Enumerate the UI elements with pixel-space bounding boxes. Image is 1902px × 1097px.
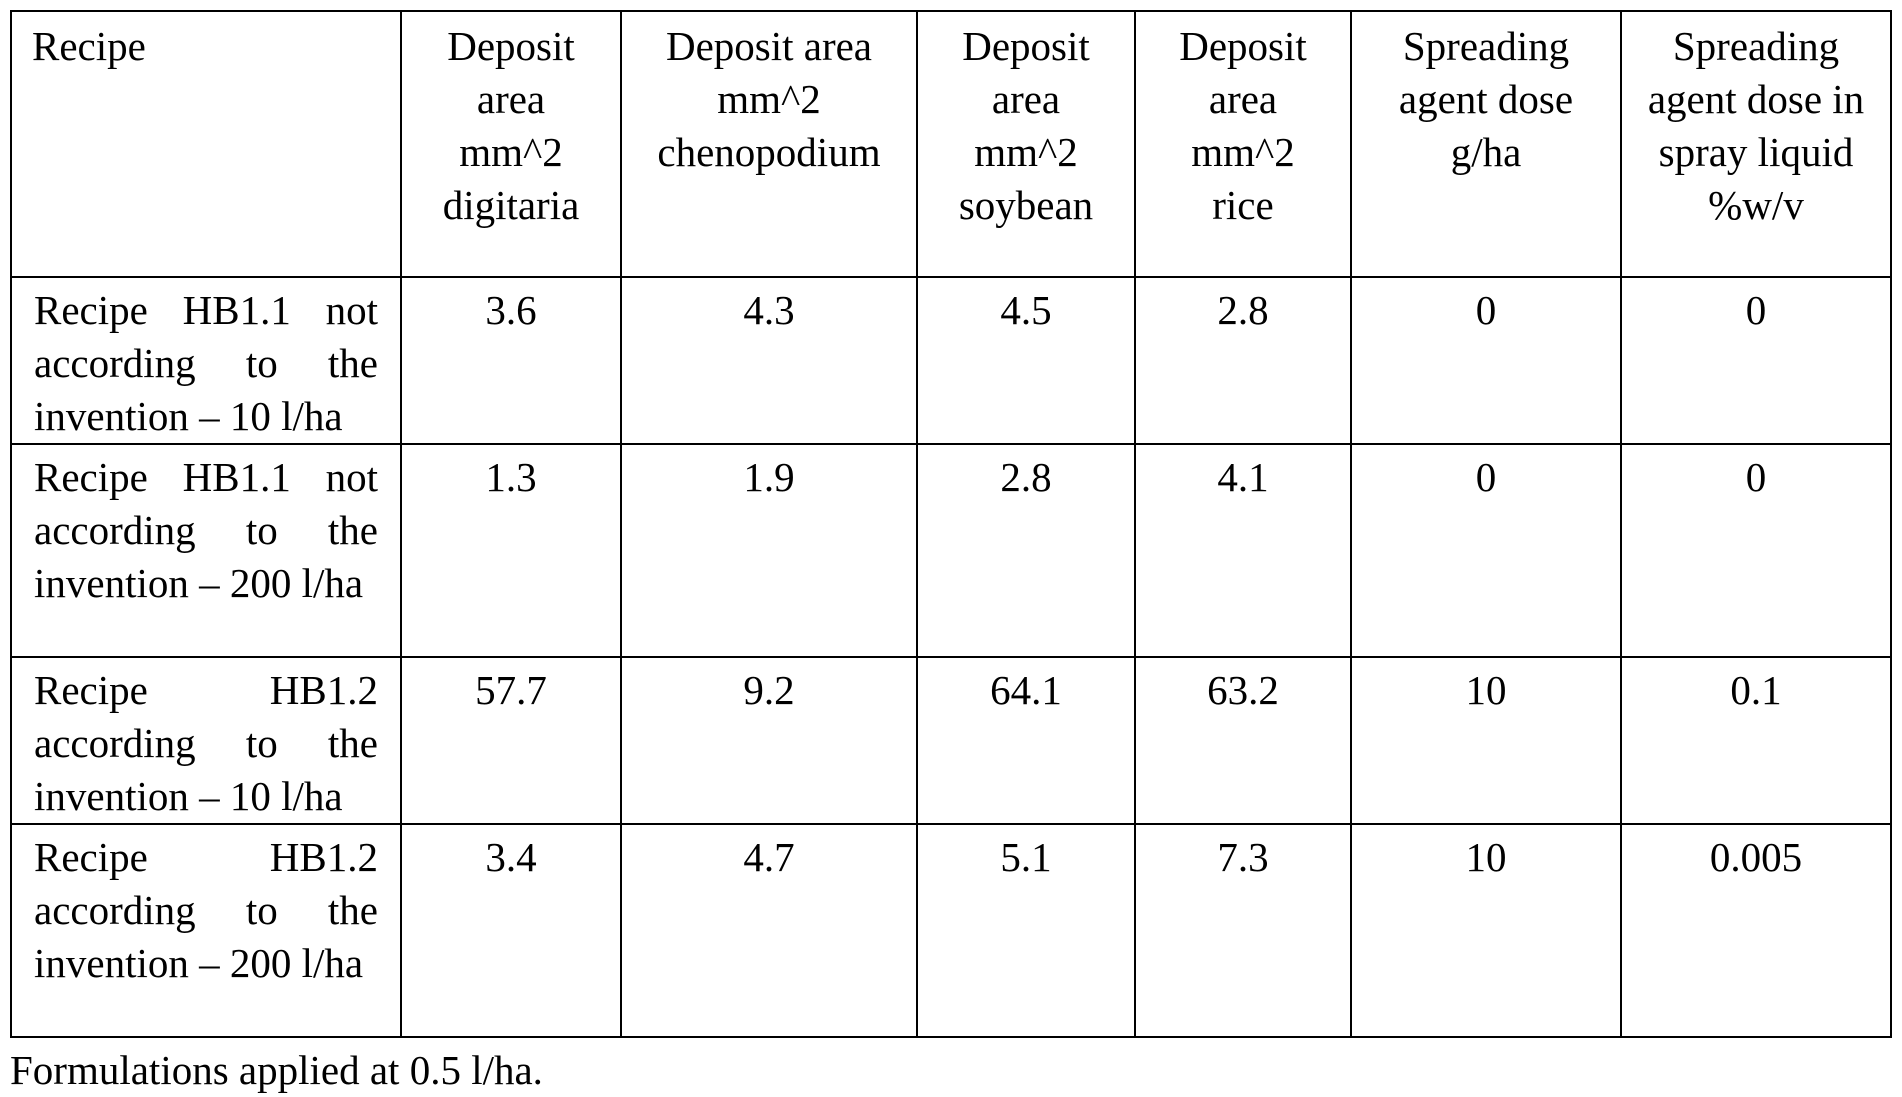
header-recipe: Recipe <box>10 10 402 278</box>
rice-cell: 2.8 <box>1134 276 1352 445</box>
recipe-deposit-table: Recipe Deposit area mm^2 digitaria Depos… <box>10 10 1892 1038</box>
rice-cell: 7.3 <box>1134 823 1352 1038</box>
table-row: Recipe HB1.1 not according to the invent… <box>10 443 1892 658</box>
header-deposit-soybean: Deposit area mm^2 soybean <box>916 10 1136 278</box>
soybean-cell: 4.5 <box>916 276 1136 445</box>
header-deposit-rice: Deposit area mm^2 rice <box>1134 10 1352 278</box>
recipe-cell: Recipe HB1.2 according to the invention … <box>10 823 402 1038</box>
digitaria-cell: 3.4 <box>400 823 622 1038</box>
soybean-cell: 5.1 <box>916 823 1136 1038</box>
spreading-dose-cell: 10 <box>1350 656 1622 825</box>
header-spreading-dose-spray-liquid: Spreading agent dose in spray liquid %w/… <box>1620 10 1892 278</box>
digitaria-cell: 1.3 <box>400 443 622 658</box>
spreading-dose-liquid-cell: 0.1 <box>1620 656 1892 825</box>
rice-cell: 63.2 <box>1134 656 1352 825</box>
chenopodium-cell: 1.9 <box>620 443 918 658</box>
table-footnote: Formulations applied at 0.5 l/ha. <box>10 1047 543 1093</box>
table-header-row: Recipe Deposit area mm^2 digitaria Depos… <box>10 10 1892 278</box>
header-deposit-digitaria: Deposit area mm^2 digitaria <box>400 10 622 278</box>
table-row: Recipe HB1.1 not according to the invent… <box>10 276 1892 445</box>
recipe-cell: Recipe HB1.2 according to the invention … <box>10 656 402 825</box>
spreading-dose-liquid-cell: 0.005 <box>1620 823 1892 1038</box>
recipe-cell: Recipe HB1.1 not according to the invent… <box>10 443 402 658</box>
header-deposit-chenopodium: Deposit area mm^2 chenopodium <box>620 10 918 278</box>
spreading-dose-cell: 10 <box>1350 823 1622 1038</box>
spreading-dose-cell: 0 <box>1350 443 1622 658</box>
table-row: Recipe HB1.2 according to the invention … <box>10 823 1892 1038</box>
soybean-cell: 64.1 <box>916 656 1136 825</box>
document: Recipe Deposit area mm^2 digitaria Depos… <box>10 10 1892 1097</box>
soybean-cell: 2.8 <box>916 443 1136 658</box>
digitaria-cell: 57.7 <box>400 656 622 825</box>
header-spreading-dose: Spreading agent dose g/ha <box>1350 10 1622 278</box>
chenopodium-cell: 4.3 <box>620 276 918 445</box>
rice-cell: 4.1 <box>1134 443 1352 658</box>
spreading-dose-cell: 0 <box>1350 276 1622 445</box>
chenopodium-cell: 4.7 <box>620 823 918 1038</box>
digitaria-cell: 3.6 <box>400 276 622 445</box>
spreading-dose-liquid-cell: 0 <box>1620 443 1892 658</box>
table-row: Recipe HB1.2 according to the invention … <box>10 656 1892 825</box>
chenopodium-cell: 9.2 <box>620 656 918 825</box>
spreading-dose-liquid-cell: 0 <box>1620 276 1892 445</box>
recipe-cell: Recipe HB1.1 not according to the invent… <box>10 276 402 445</box>
